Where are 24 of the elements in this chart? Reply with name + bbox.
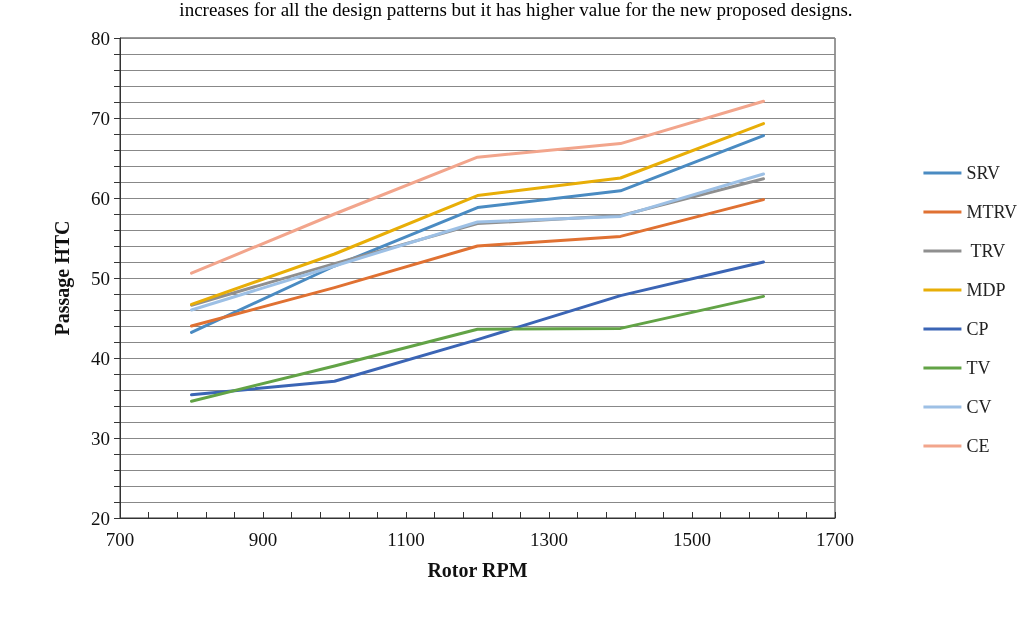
legend-label: CE [966, 436, 990, 456]
y-tick-label: 40 [91, 347, 110, 369]
legend-label: SRV [966, 163, 1001, 183]
y-axis-title: Passage HTC [51, 220, 74, 336]
legend-label: CV [966, 397, 992, 417]
y-tick-label: 30 [91, 427, 110, 449]
legend-label: TRV [966, 241, 1006, 261]
x-tick-label: 1500 [673, 529, 711, 550]
legend-label: CP [966, 319, 989, 339]
y-tick-label: 60 [91, 187, 110, 209]
y-tick-label: 70 [91, 107, 110, 129]
y-tick-label: 80 [91, 27, 110, 49]
x-axis-title: Rotor RPM [427, 559, 528, 581]
x-tick-label: 1700 [816, 529, 854, 550]
x-tick-label: 1300 [530, 529, 568, 550]
y-tick-label: 20 [91, 507, 110, 529]
legend-label: MDP [966, 280, 1006, 300]
x-tick-label: 1100 [387, 529, 425, 550]
x-tick-label: 700 [105, 529, 135, 550]
legend-label: MTRV [966, 202, 1018, 222]
x-tick-label: 900 [248, 529, 278, 550]
text: increases for all the design patterns but it has higher value for the new proposed designs. [178, 0, 854, 20]
y-tick-label: 50 [91, 267, 110, 289]
legend-label: TV [966, 358, 991, 378]
